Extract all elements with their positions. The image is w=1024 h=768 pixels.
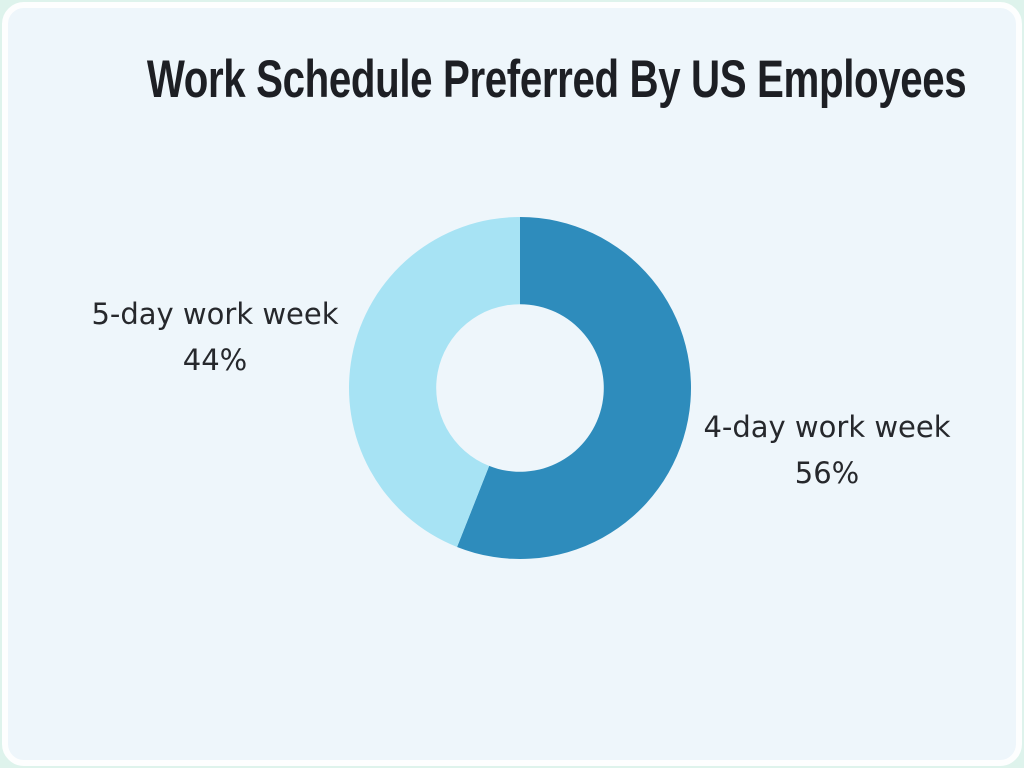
donut-slice-5-day-work-week	[348, 217, 520, 547]
slice-label-text: 4-day work week	[703, 410, 951, 444]
slice-value-text: 44%	[182, 343, 248, 377]
donut-chart	[348, 217, 691, 559]
chart-title: Work Schedule Preferred By US Employees	[146, 50, 967, 109]
label-5-day-work-week: 5-day work week 44%	[91, 291, 338, 383]
donut-slice-4-day-work-week	[457, 217, 691, 559]
slice-value-text: 56%	[794, 456, 860, 490]
label-4-day-work-week: 4-day work week 56%	[703, 404, 950, 496]
slice-label-text: 5-day work week	[91, 297, 339, 331]
